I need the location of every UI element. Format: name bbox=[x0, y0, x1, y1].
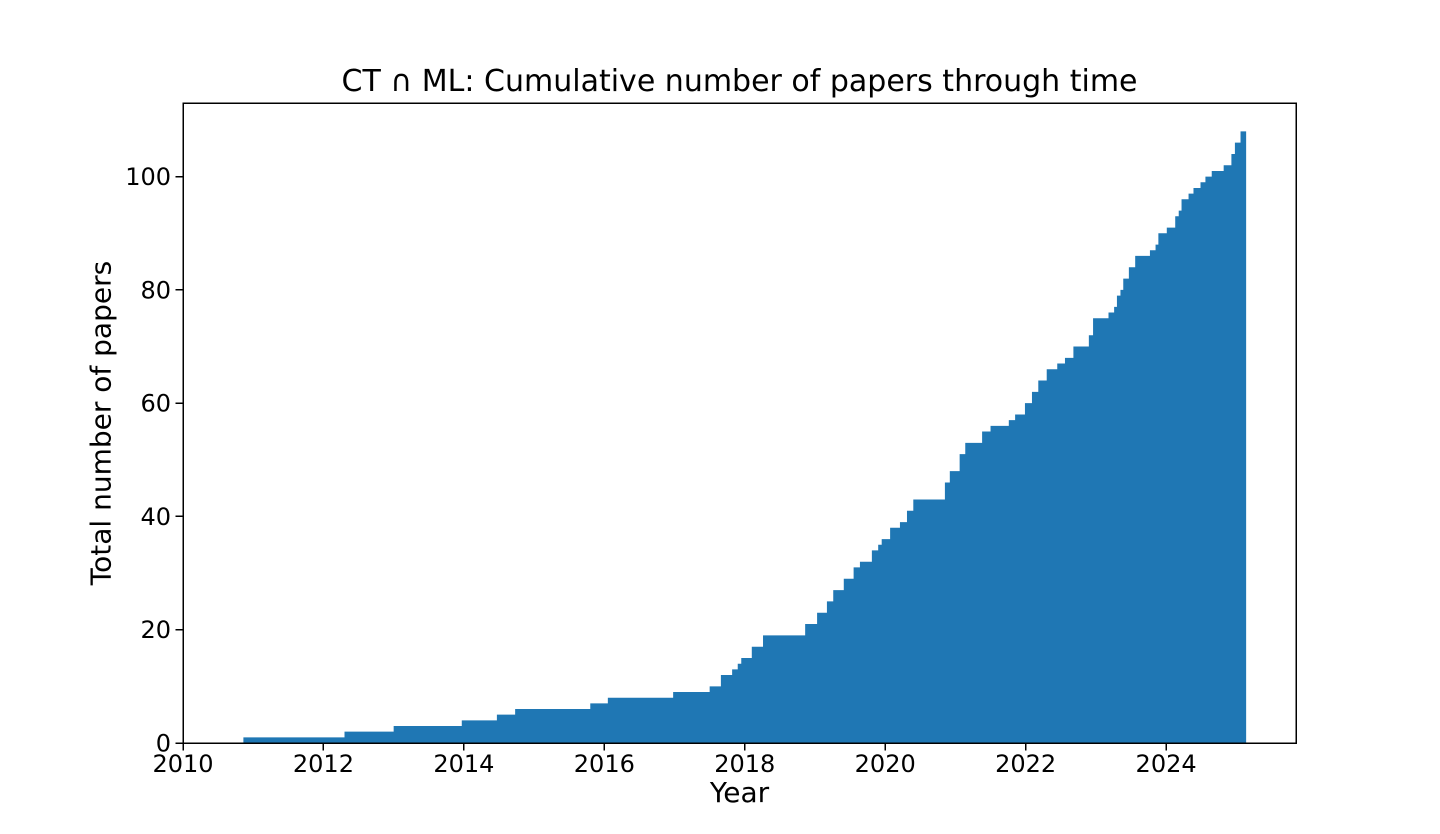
y-axis-label: Total number of papers bbox=[84, 260, 118, 586]
x-tick-label: 2022 bbox=[995, 750, 1056, 778]
y-tick-label: 0 bbox=[156, 730, 171, 758]
x-tick-label: 2020 bbox=[855, 750, 916, 778]
y-tick-label: 80 bbox=[140, 276, 171, 304]
y-tick-label: 40 bbox=[140, 503, 171, 531]
y-tick-label: 20 bbox=[140, 616, 171, 644]
x-axis-label: Year bbox=[709, 776, 770, 809]
axes-spines bbox=[182, 102, 1297, 744]
y-tick-label: 100 bbox=[125, 163, 171, 191]
x-tick-label: 2012 bbox=[293, 750, 354, 778]
x-tick-label: 2016 bbox=[574, 750, 635, 778]
x-tick-label: 2010 bbox=[152, 750, 213, 778]
x-tick-label: 2024 bbox=[1136, 750, 1197, 778]
x-tick-label: 2018 bbox=[714, 750, 775, 778]
y-tick-label: 60 bbox=[140, 390, 171, 418]
cumulative-area-series bbox=[243, 131, 1247, 743]
x-tick-label: 2014 bbox=[433, 750, 494, 778]
chart-title: CT ∩ ML: Cumulative number of papers thr… bbox=[341, 64, 1138, 99]
